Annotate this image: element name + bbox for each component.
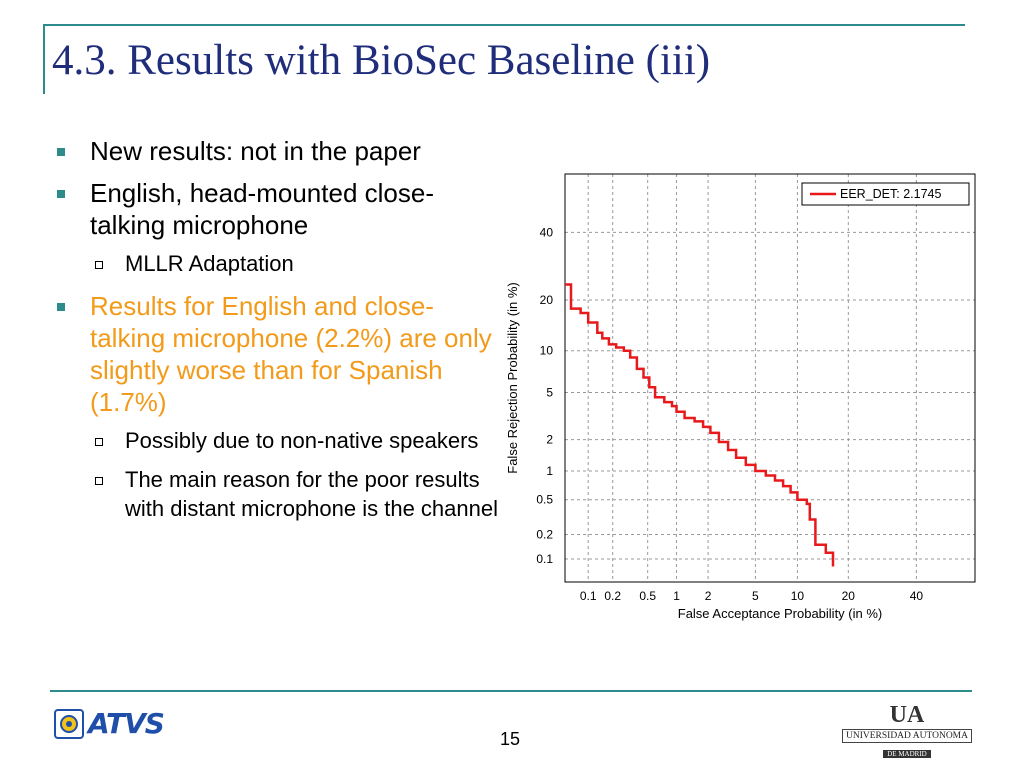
chart-legend: EER_DET: 2.1745 [801, 182, 970, 206]
sub-bullet-item: The main reason for the poor results wit… [55, 465, 505, 523]
uam-logo-name: UNIVERSIDAD AUTONOMA [842, 729, 972, 743]
x-tick-label: 0.2 [604, 589, 621, 603]
bullet-item: New results: not in the paper [55, 135, 505, 167]
bullet-item-highlight: Results for English and close-talking mi… [55, 290, 505, 418]
x-tick-labels: 0.1 0.2 0.5 1 2 5 10 20 40 [580, 589, 924, 603]
sub-bullet-item: MLLR Adaptation [55, 249, 505, 278]
hollow-square-bullet-icon [95, 438, 103, 446]
top-rule [43, 24, 965, 26]
atvs-emblem-icon [54, 708, 84, 739]
sub-bullet-text: The main reason for the poor results wit… [125, 467, 498, 521]
page-number: 15 [499, 729, 521, 749]
y-tick-label: 1 [546, 464, 553, 478]
x-tick-label: 10 [791, 589, 805, 603]
sub-bullet-text: Possibly due to non-native speakers [125, 428, 479, 453]
x-tick-label: 40 [910, 589, 924, 603]
uam-logo: UA UNIVERSIDAD AUTONOMA DE MADRID [842, 703, 972, 761]
y-tick-labels: 0.1 0.2 0.5 1 2 5 10 20 40 [536, 225, 553, 566]
bullet-list: New results: not in the paper English, h… [55, 135, 505, 535]
det-curve-line [565, 283, 835, 567]
bullet-text: New results: not in the paper [90, 136, 421, 166]
square-bullet-icon [57, 190, 65, 198]
x-tick-label: 2 [705, 589, 712, 603]
x-tick-label: 0.1 [580, 589, 597, 603]
sub-bullet-item: Possibly due to non-native speakers [55, 426, 505, 455]
x-axis-label: False Acceptance Probability (in %) [678, 606, 882, 621]
atvs-logo-text: ATVS [88, 707, 165, 740]
chart-grid [565, 174, 975, 582]
x-tick-label: 0.5 [639, 589, 656, 603]
legend-label: EER_DET: 2.1745 [840, 187, 941, 201]
bullet-text: English, head-mounted close-talking micr… [90, 178, 434, 240]
y-tick-label: 5 [546, 386, 553, 400]
bottom-rule [50, 690, 972, 692]
legend-box [801, 182, 970, 206]
square-bullet-icon [57, 148, 65, 156]
x-tick-label: 20 [842, 589, 856, 603]
y-tick-label: 20 [540, 293, 554, 307]
y-tick-label: 40 [540, 225, 554, 239]
det-chart: 0.1 0.2 0.5 1 2 5 10 20 40 0.1 0.2 0.5 1 2 5 10 20 40 Fa… [505, 173, 976, 621]
chart-frame [564, 173, 976, 583]
atvs-logo: ATVS [54, 707, 165, 740]
y-tick-label: 10 [540, 344, 554, 358]
hollow-square-bullet-icon [95, 477, 103, 485]
y-tick-label: 0.2 [536, 528, 553, 542]
slide-title: 4.3. Results with BioSec Baseline (iii) [52, 37, 711, 84]
x-tick-label: 1 [673, 589, 680, 603]
x-tick-label: 5 [752, 589, 759, 603]
sub-bullet-text: MLLR Adaptation [125, 251, 294, 276]
hollow-square-bullet-icon [95, 261, 103, 269]
bullet-item: English, head-mounted close-talking micr… [55, 177, 505, 241]
y-tick-label: 0.1 [536, 552, 553, 566]
y-tick-label: 2 [546, 433, 553, 447]
left-rule [43, 24, 45, 94]
uam-logo-subtitle: DE MADRID [883, 750, 931, 758]
y-tick-label: 0.5 [536, 493, 553, 507]
y-axis-label: False Rejection Probability (in %) [505, 282, 520, 473]
bullet-text: Results for English and close-talking mi… [90, 291, 492, 417]
square-bullet-icon [57, 303, 65, 311]
uam-logo-mark: UA [889, 702, 925, 728]
